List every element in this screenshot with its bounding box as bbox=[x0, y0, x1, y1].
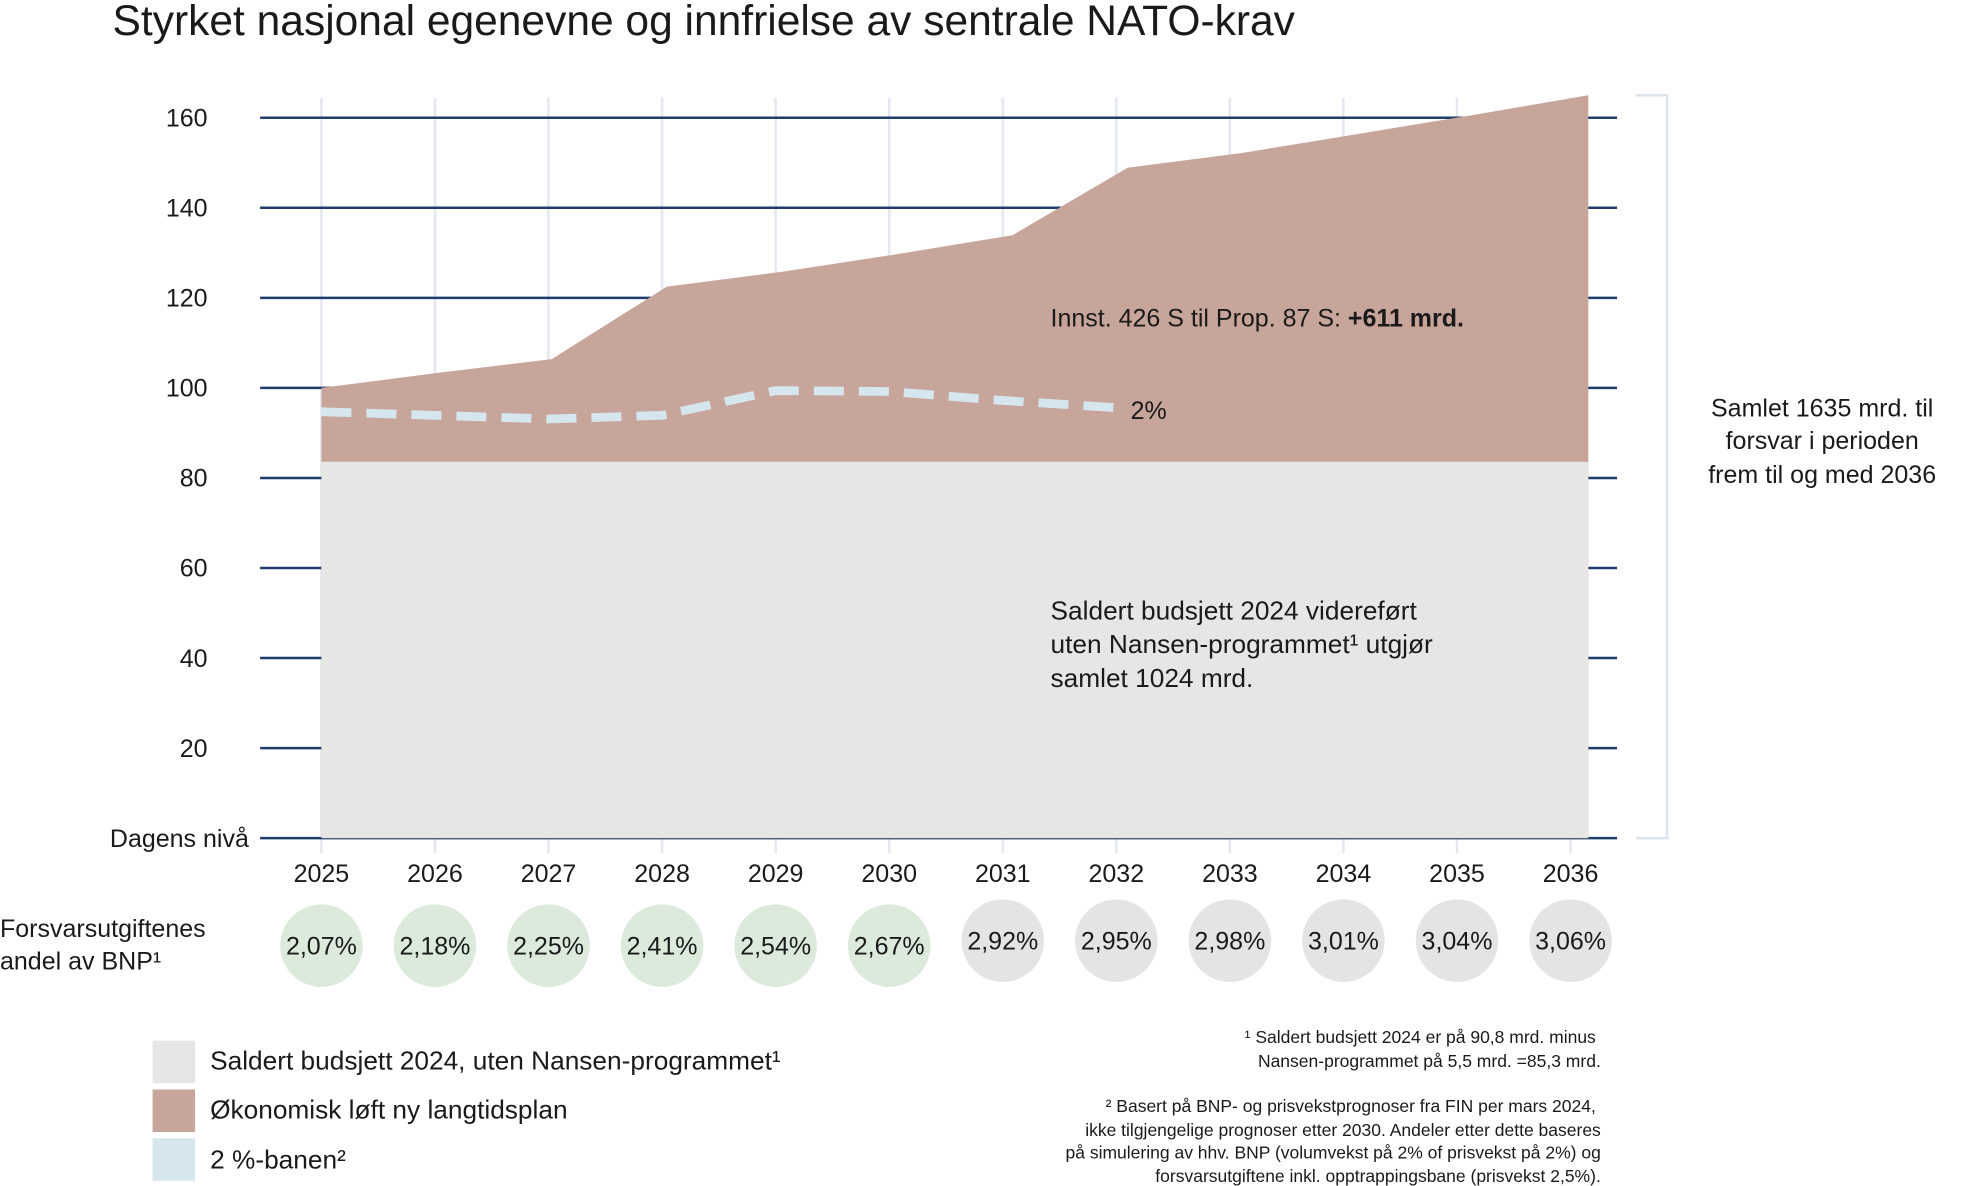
footnote-2-line-2: ikke tilgjengelige prognoser etter 2030.… bbox=[1085, 1120, 1601, 1140]
legend-label-two-percent: 2 %-banen² bbox=[210, 1144, 346, 1174]
gdp-share-item: 3,01% bbox=[1302, 899, 1385, 982]
base-annotation-line-2: uten Nansen-programmet¹ utgjør bbox=[1051, 629, 1433, 659]
gdp-share-circle bbox=[393, 904, 477, 987]
gdp-share-circle bbox=[1529, 899, 1612, 982]
gdp-share-item: 2,54% bbox=[734, 904, 817, 987]
y-tick-label: 20 bbox=[180, 735, 208, 763]
gdp-share-circle bbox=[280, 904, 363, 987]
x-tick-label: 2029 bbox=[748, 860, 804, 888]
total-annotation-line-2: forsvar i perioden bbox=[1726, 427, 1919, 455]
gdp-share-item: 3,06% bbox=[1529, 899, 1612, 982]
x-tick-label: 2025 bbox=[294, 860, 350, 888]
gdp-share-value: 2,07% bbox=[286, 932, 357, 960]
footnote-1-line-2: Nansen-programmet på 5,5 mrd. =85,3 mrd. bbox=[1258, 1051, 1601, 1071]
x-axis-labels: 2025 2026 2027 2028 2029 2030 2031 2032 2033 2034… bbox=[294, 860, 1599, 888]
legend-label-base: Saldert budsjett 2024, uten Nansen-progr… bbox=[210, 1045, 781, 1075]
y-tick-label: 140 bbox=[166, 195, 208, 223]
x-tick-label: 2034 bbox=[1316, 860, 1372, 888]
gdp-share-item: 3,04% bbox=[1415, 899, 1499, 982]
areas bbox=[321, 95, 1589, 839]
gdp-share-circle bbox=[507, 904, 590, 987]
x-tick-label: 2033 bbox=[1202, 860, 1258, 888]
y-tick-label: 40 bbox=[180, 645, 208, 673]
x-tick-label: 2036 bbox=[1543, 860, 1599, 888]
gdp-share-circle bbox=[1075, 899, 1158, 982]
gdp-share-item: 2,41% bbox=[620, 904, 704, 987]
gdp-share-circle bbox=[1302, 899, 1385, 982]
total-bracket bbox=[1635, 93, 1669, 840]
legend-label-lift: Økonomisk løft ny langtidsplan bbox=[210, 1094, 567, 1124]
gdp-share-circle bbox=[961, 899, 1045, 982]
legend-item-two-percent: 2 %-banen² bbox=[152, 1138, 346, 1181]
area-base-budget bbox=[321, 461, 1589, 839]
footnote-1-line-1: ¹ Saldert budsjett 2024 er på 90,8 mrd. … bbox=[1245, 1027, 1596, 1047]
gdp-share-value: 2,54% bbox=[740, 932, 811, 960]
gdp-share-circle bbox=[734, 904, 817, 987]
gdp-share-circle bbox=[847, 904, 931, 987]
gdp-share-circle bbox=[1188, 899, 1272, 982]
footnote-2-line-4: forsvarsutgiftene inkl. opptrappingsbane… bbox=[1155, 1166, 1601, 1186]
legend: Saldert budsjett 2024, uten Nansen-progr… bbox=[152, 1040, 781, 1181]
gdp-share-label-line-1: Forsvarsutgiftenes bbox=[0, 915, 206, 943]
x-tick-label: 2030 bbox=[861, 860, 917, 888]
gdp-share-value: 2,41% bbox=[627, 932, 698, 960]
gdp-share-value: 3,06% bbox=[1535, 927, 1606, 955]
gdp-share-value: 2,92% bbox=[967, 927, 1038, 955]
y-tick-label: 120 bbox=[166, 285, 208, 313]
legend-item-base: Saldert budsjett 2024, uten Nansen-progr… bbox=[152, 1040, 781, 1084]
y-tick-label: 80 bbox=[180, 465, 208, 493]
two-percent-label: 2% bbox=[1131, 397, 1167, 425]
gdp-share-value: 2,18% bbox=[400, 932, 471, 960]
gdp-share-item: 2,18% bbox=[393, 904, 477, 987]
y-tick-label: 60 bbox=[180, 555, 208, 583]
chart-title: Styrket nasjonal egenevne og innfrielse … bbox=[113, 0, 1296, 45]
footnote-2-line-1: ² Basert på BNP- og prisvekstprognoser f… bbox=[1106, 1096, 1596, 1116]
base-annotation-line-3: samlet 1024 mrd. bbox=[1051, 663, 1254, 693]
legend-swatch-base bbox=[152, 1040, 196, 1084]
gdp-share-value: 2,95% bbox=[1081, 927, 1152, 955]
total-annotation-line-3: frem til og med 2036 bbox=[1708, 461, 1936, 489]
x-tick-label: 2032 bbox=[1089, 860, 1145, 888]
x-tick-label: 2031 bbox=[975, 860, 1031, 888]
gdp-share-circles: 2,07% 2,18% 2,25% 2,41% 2,54% 2,67% 2,92% 2,95%… bbox=[280, 899, 1612, 987]
base-annotation-line-1: Saldert budsjett 2024 videreført bbox=[1051, 595, 1418, 625]
x-tick-label: 2026 bbox=[407, 860, 463, 888]
lift-annotation-bold: +611 mrd. bbox=[1348, 305, 1464, 333]
footnote-2-line-3: på simulering av hhv. BNP (volumvekst på… bbox=[1066, 1142, 1601, 1162]
y-tick-label: Dagens nivå bbox=[110, 825, 249, 853]
y-tick-label: 160 bbox=[166, 105, 208, 133]
gdp-share-item: 2,07% bbox=[280, 904, 363, 987]
gdp-share-value: 3,04% bbox=[1422, 927, 1493, 955]
gdp-share-item: 2,95% bbox=[1075, 899, 1158, 982]
lift-annotation-text: Innst. 426 S til Prop. 87 S: bbox=[1051, 305, 1348, 333]
y-tick-label: 100 bbox=[166, 375, 208, 403]
gdp-share-item: 2,67% bbox=[847, 904, 931, 987]
lift-annotation: Innst. 426 S til Prop. 87 S: +611 mrd. bbox=[1051, 305, 1464, 333]
x-tick-label: 2035 bbox=[1429, 860, 1485, 888]
gdp-share-value: 2,25% bbox=[513, 932, 584, 960]
gdp-share-circle bbox=[1415, 899, 1499, 982]
gdp-share-value: 2,98% bbox=[1194, 927, 1265, 955]
total-annotation-line-1: Samlet 1635 mrd. til bbox=[1711, 395, 1933, 423]
gdp-share-item: 2,25% bbox=[507, 904, 590, 987]
legend-swatch-lift bbox=[152, 1089, 196, 1133]
x-tick-label: 2027 bbox=[521, 860, 577, 888]
gdp-share-item: 2,92% bbox=[961, 899, 1045, 982]
gdp-share-value: 2,67% bbox=[854, 932, 925, 960]
gdp-share-circle bbox=[620, 904, 704, 987]
x-tick-label: 2028 bbox=[634, 860, 690, 888]
legend-swatch-two-percent bbox=[152, 1138, 196, 1181]
footnotes: ¹ Saldert budsjett 2024 er på 90,8 mrd. … bbox=[1066, 1027, 1602, 1186]
gdp-share-label-line-2: andel av BNP¹ bbox=[0, 947, 161, 975]
y-axis-labels: Dagens nivå 20 40 60 80 100 120 140 160 bbox=[110, 105, 249, 853]
gdp-share-value: 3,01% bbox=[1308, 927, 1379, 955]
gdp-share-item: 2,98% bbox=[1188, 899, 1272, 982]
legend-item-lift: Økonomisk løft ny langtidsplan bbox=[152, 1089, 568, 1133]
